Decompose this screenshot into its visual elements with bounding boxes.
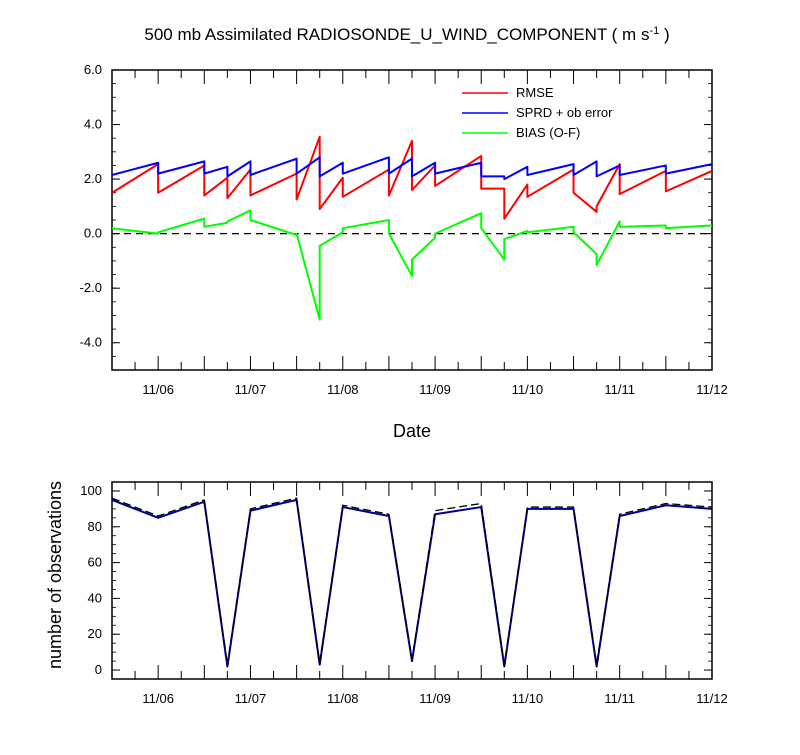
y-axis-title-observations: number of observations xyxy=(45,481,65,669)
legend-label-rmse: RMSE xyxy=(516,85,554,100)
top-xtick-label: 11/10 xyxy=(512,382,544,397)
series-line-possible-observations xyxy=(111,497,713,666)
bottom-plot-area: 0 20 40 60 80 100 11/06 11/07 11/08 11/09 11/10 11… xyxy=(80,481,728,706)
series-line-rmse xyxy=(111,135,713,220)
legend: RMSE SPRD + ob error BIAS (O-F) xyxy=(462,85,613,140)
chart-title-suffix: ) xyxy=(659,25,669,44)
x-axis-title: Date xyxy=(393,421,431,441)
top-xtick-label: 11/11 xyxy=(604,382,635,397)
bottom-xtick-label: 11/11 xyxy=(604,691,635,706)
bottom-plot-frame xyxy=(111,481,713,680)
top-xtick-label: 11/08 xyxy=(327,382,359,397)
series-line-assimilated-observations xyxy=(111,498,713,668)
bottom-ytick-label: 20 xyxy=(88,626,102,641)
top-xtick-label: 11/07 xyxy=(235,382,267,397)
bottom-xtick-label: 11/12 xyxy=(696,691,728,706)
bottom-xtick-label: 11/10 xyxy=(512,691,544,706)
top-ytick-label: 0.0 xyxy=(84,226,102,241)
chart-title-text: 500 mb Assimilated RADIOSONDE_U_WIND_COM… xyxy=(144,25,649,44)
top-ytick-label: -4.0 xyxy=(80,335,102,350)
series-line-sprd-ob-error xyxy=(111,156,713,181)
series-line-bias-o-f xyxy=(111,209,713,321)
chart-title-unit-exponent: -1 xyxy=(649,25,659,37)
bottom-xtick-label: 11/08 xyxy=(327,691,359,706)
legend-label-bias: BIAS (O-F) xyxy=(516,125,580,140)
bottom-ytick-label: 100 xyxy=(80,483,102,498)
bottom-ytick-label: 40 xyxy=(88,590,102,605)
top-ytick-label: -2.0 xyxy=(80,280,102,295)
legend-label-sprd: SPRD + ob error xyxy=(516,105,613,120)
bottom-xtick-label: 11/06 xyxy=(142,691,174,706)
bottom-ytick-label: 0 xyxy=(95,662,102,677)
top-xtick-label: 11/06 xyxy=(142,382,174,397)
top-xtick-label: 11/12 xyxy=(696,382,728,397)
bottom-xtick-label: 11/07 xyxy=(235,691,267,706)
top-plot-area: 6.0 4.0 2.0 0.0 -2.0 -4.0 11/06 11/07 11/08 11/0… xyxy=(80,62,728,397)
top-xtick-label: 11/09 xyxy=(419,382,451,397)
top-ytick-label: 4.0 xyxy=(84,117,102,132)
bottom-ytick-label: 60 xyxy=(88,555,102,570)
bottom-xtick-label: 11/09 xyxy=(419,691,451,706)
top-ytick-label: 2.0 xyxy=(84,171,102,186)
chart-title: 500 mb Assimilated RADIOSONDE_U_WIND_COM… xyxy=(144,25,669,44)
bottom-ytick-label: 80 xyxy=(88,519,102,534)
top-ytick-label: 6.0 xyxy=(84,62,102,77)
